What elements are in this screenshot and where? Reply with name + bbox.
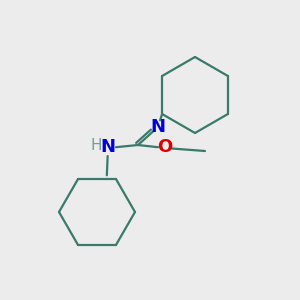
Text: N: N (151, 118, 166, 136)
Text: N: N (100, 138, 116, 156)
Text: H: H (91, 139, 102, 154)
Text: O: O (158, 138, 172, 156)
